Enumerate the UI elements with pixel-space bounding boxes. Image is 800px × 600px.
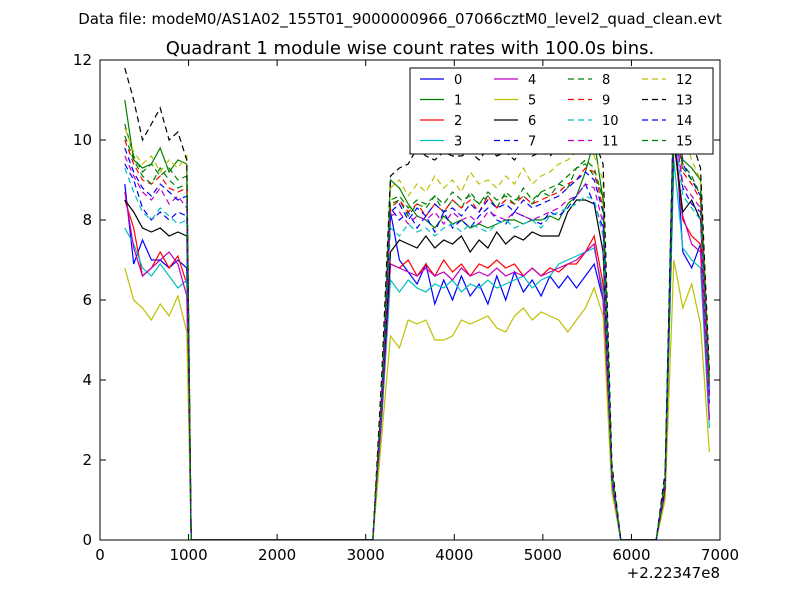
legend-label-6: 6	[528, 114, 536, 129]
x-offset-label: +2.22347e8	[627, 564, 720, 582]
y-tick-label: 0	[82, 531, 92, 549]
x-tick-label: 7000	[701, 546, 739, 564]
figure-suptitle: Data file: modeM0/AS1A02_155T01_90000009…	[78, 10, 722, 29]
legend-label-11: 11	[602, 135, 619, 150]
x-axis: 0 1000 2000 3000 4000 5000 6000 7000	[95, 60, 739, 564]
legend-label-8: 8	[602, 73, 610, 88]
series-line-14	[124, 103, 710, 540]
legend-label-1: 1	[454, 94, 462, 109]
legend-label-2: 2	[454, 114, 462, 129]
y-tick-label: 12	[73, 51, 92, 69]
y-tick-label: 6	[82, 291, 92, 309]
y-tick-label: 4	[82, 371, 92, 389]
x-tick-label: 2000	[258, 546, 296, 564]
legend-label-7: 7	[528, 135, 536, 150]
series-line-5	[124, 259, 710, 540]
series-line-1	[124, 91, 710, 540]
x-tick-label: 3000	[347, 546, 385, 564]
legend-label-10: 10	[602, 114, 619, 129]
x-tick-label: 1000	[169, 546, 207, 564]
series-layer	[124, 67, 710, 540]
series-line-9	[124, 111, 710, 540]
legend-label-13: 13	[676, 94, 693, 109]
legend-label-9: 9	[602, 94, 610, 109]
series-line-8	[124, 99, 710, 540]
series-line-4	[124, 131, 710, 540]
legend-box	[409, 67, 714, 155]
legend-label-4: 4	[528, 73, 536, 88]
y-tick-label: 2	[82, 451, 92, 469]
chart-title: Quadrant 1 module wise count rates with …	[166, 38, 655, 59]
legend-label-3: 3	[454, 135, 462, 150]
y-tick-label: 8	[82, 211, 92, 229]
x-tick-label: 6000	[612, 546, 650, 564]
series-line-10	[124, 127, 710, 540]
series-line-11	[124, 119, 710, 540]
legend-label-12: 12	[676, 73, 693, 88]
series-line-15	[124, 107, 710, 540]
series-line-7	[124, 115, 710, 540]
legend-label-0: 0	[454, 73, 462, 88]
y-tick-label: 10	[73, 131, 92, 149]
legend-label-14: 14	[676, 114, 693, 129]
legend-label-5: 5	[528, 94, 536, 109]
series-line-12	[124, 99, 710, 540]
x-tick-label: 5000	[524, 546, 562, 564]
series-line-3	[124, 159, 710, 540]
x-tick-label: 4000	[435, 546, 473, 564]
x-tick-label: 0	[95, 546, 105, 564]
legend-label-15: 15	[676, 135, 693, 150]
